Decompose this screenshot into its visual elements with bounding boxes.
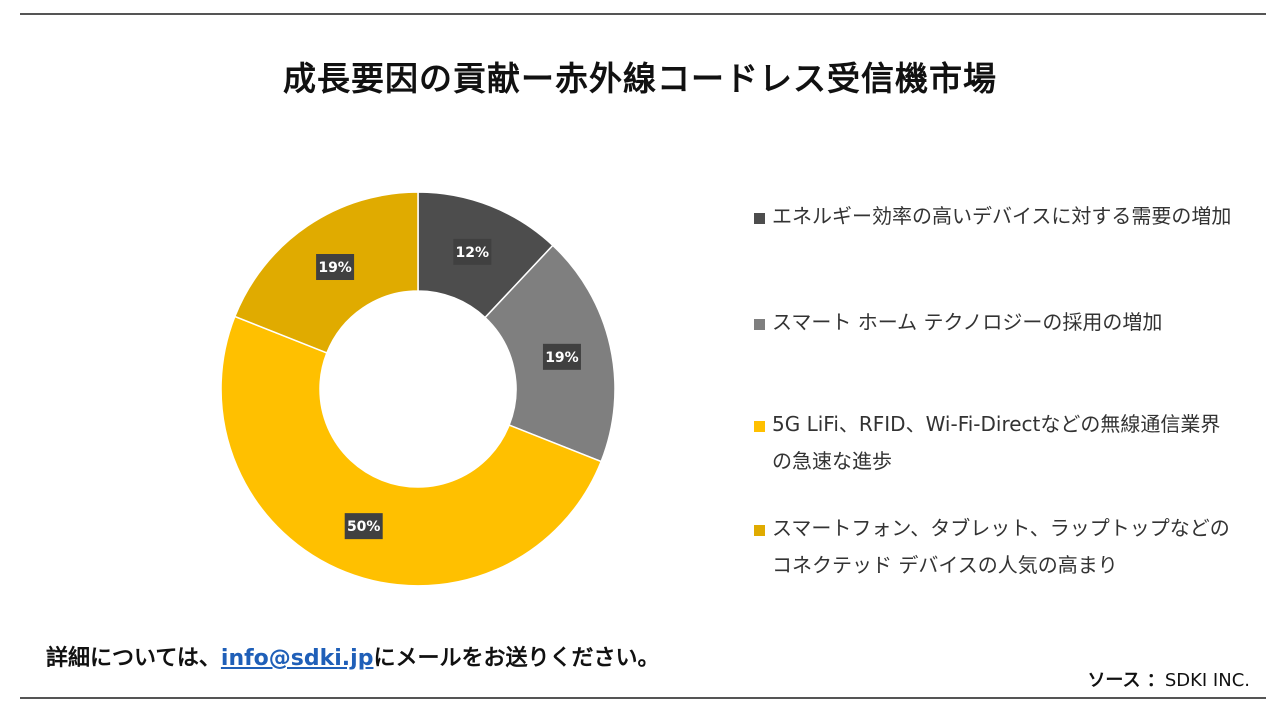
data-label: 19%	[316, 254, 355, 281]
top-rule	[20, 13, 1266, 15]
chart-title: 成長要因の貢献ー赤外線コードレス受信機市場	[283, 59, 997, 98]
legend-item: エネルギー効率の高いデバイスに対する需要の増加	[752, 198, 1232, 235]
legend-swatch	[754, 525, 765, 536]
legend-label: スマート ホーム テクノロジーの採用の増加	[772, 310, 1163, 334]
legend-swatch	[754, 421, 765, 432]
source-credit: ソース ：SDKI INC.	[1087, 666, 1250, 692]
data-label-box	[453, 238, 492, 265]
legend-item: 5G LiFi、RFID、Wi-Fi-Directなどの無線通信業界の急速な進歩	[752, 406, 1232, 480]
donut-slice	[220, 315, 603, 587]
data-label-box	[316, 254, 355, 281]
contact-note: 詳細については、info@sdki.jpにメールをお送りください。	[46, 640, 659, 672]
legend-item: スマート ホーム テクノロジーの採用の増加	[752, 304, 1232, 341]
legend-label: 5G LiFi、RFID、Wi-Fi-Directなどの無線通信業界の急速な進歩	[772, 412, 1221, 473]
source-label: ソース ：	[1087, 670, 1165, 691]
data-label: 12%	[453, 238, 492, 265]
data-label-box	[344, 513, 383, 540]
data-label-text: 19%	[318, 260, 352, 276]
data-label-text: 12%	[456, 245, 490, 261]
source-value: SDKI INC.	[1164, 670, 1250, 691]
legend-item: スマートフォン、タブレット、ラップトップなどのコネクテッド デバイスの人気の高ま…	[752, 510, 1232, 584]
contact-suffix: にメールをお送りください。	[373, 646, 660, 671]
email-link[interactable]: info@sdki.jp	[220, 646, 374, 671]
data-label: 50%	[344, 513, 383, 540]
data-label-text: 19%	[545, 350, 579, 366]
data-label: 19%	[542, 343, 581, 370]
contact-prefix: 詳細については、	[46, 646, 221, 671]
legend-label: エネルギー効率の高いデバイスに対する需要の増加	[772, 204, 1232, 228]
donut-chart: 12% 19% 50% 19%	[220, 191, 616, 587]
legend-swatch	[754, 319, 765, 330]
legend-label: スマートフォン、タブレット、ラップトップなどのコネクテッド デバイスの人気の高ま…	[772, 516, 1230, 577]
data-label-text: 50%	[347, 519, 381, 535]
data-label-box	[542, 343, 581, 370]
bottom-rule	[20, 697, 1266, 699]
legend-swatch	[754, 213, 765, 224]
